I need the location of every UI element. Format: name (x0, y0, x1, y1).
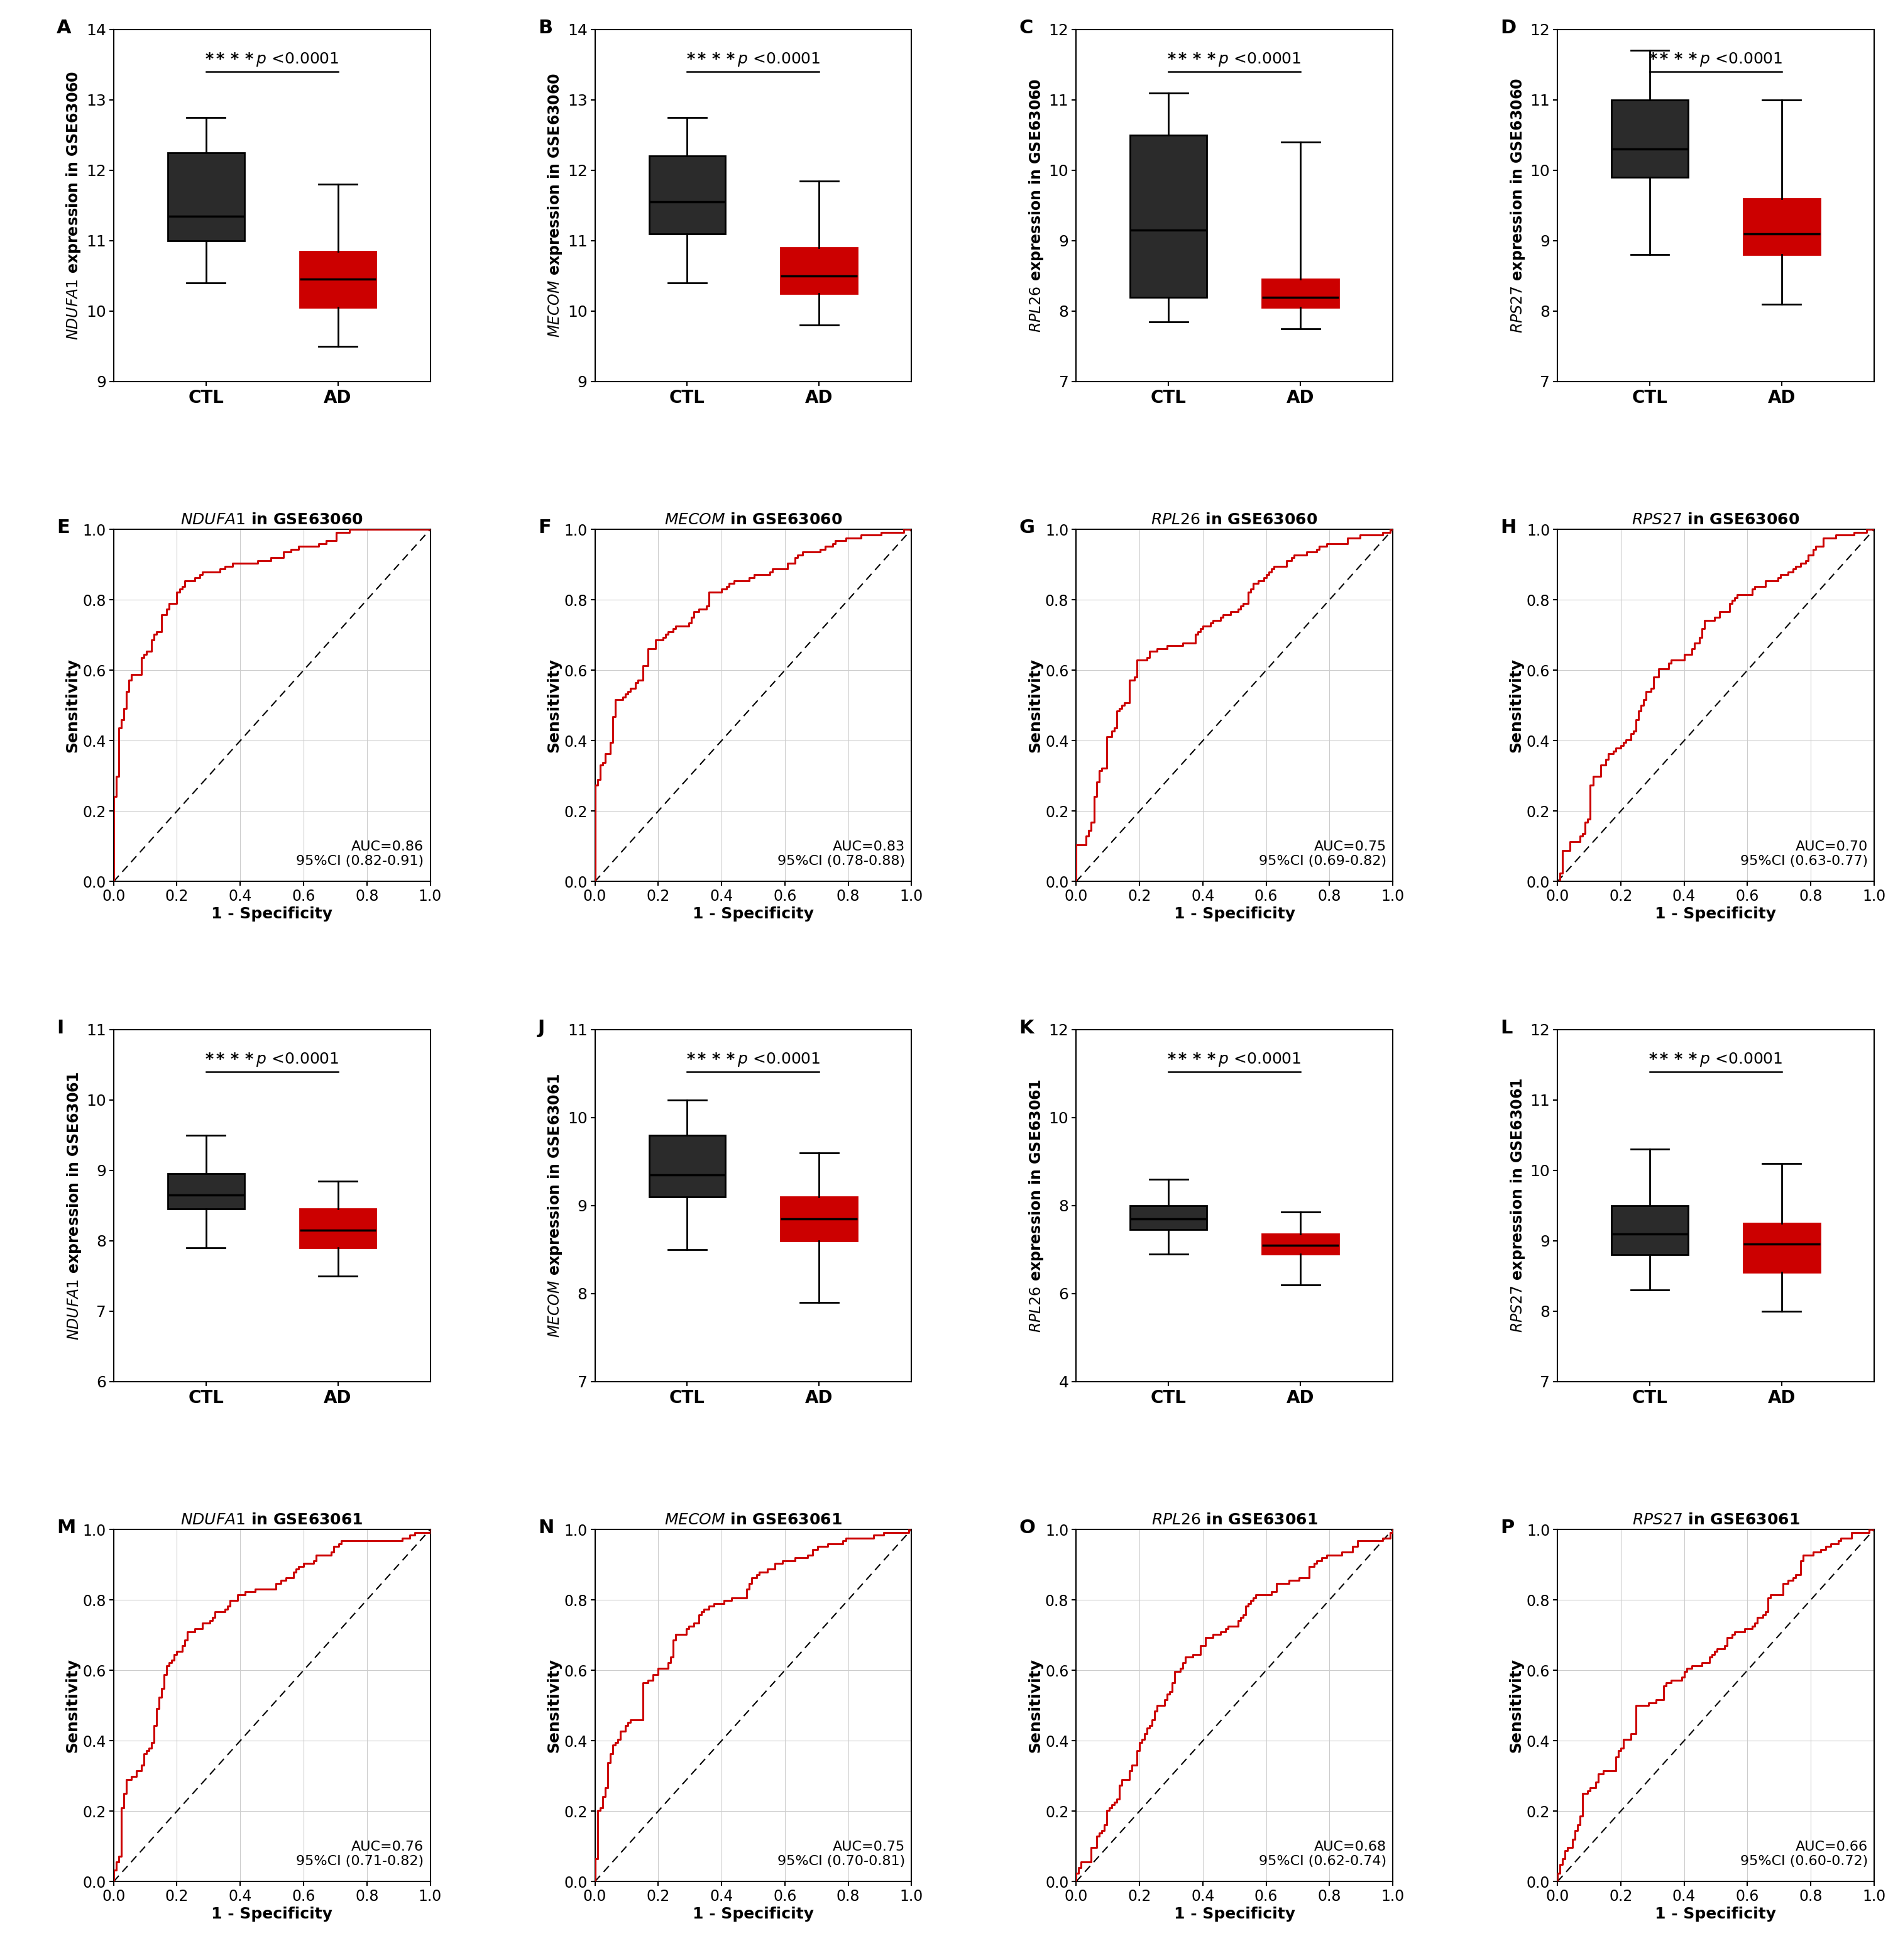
Text: E: E (57, 519, 70, 537)
X-axis label: 1 - Specificity: 1 - Specificity (693, 1907, 814, 1923)
X-axis label: 1 - Specificity: 1 - Specificity (1174, 1907, 1295, 1923)
Y-axis label: $\it{RPS27}$ expression in GSE63061: $\it{RPS27}$ expression in GSE63061 (1509, 1078, 1526, 1333)
Y-axis label: Sensitivity: Sensitivity (1509, 1658, 1524, 1752)
Text: $\mathbf{****}$$\it{p}$ <0.0001: $\mathbf{****}$$\it{p}$ <0.0001 (1168, 51, 1302, 69)
Title: $\it{NDUFA1}$ in GSE63061: $\it{NDUFA1}$ in GSE63061 (180, 1513, 363, 1527)
Text: L: L (1501, 1019, 1513, 1037)
PathPatch shape (1263, 280, 1338, 308)
Text: AUC=0.76
95%CI (0.71-0.82): AUC=0.76 95%CI (0.71-0.82) (295, 1840, 424, 1868)
Text: D: D (1501, 20, 1516, 37)
Y-axis label: $\it{NDUFA1}$ expression in GSE63060: $\it{NDUFA1}$ expression in GSE63060 (64, 71, 83, 341)
X-axis label: 1 - Specificity: 1 - Specificity (212, 1907, 333, 1923)
Text: $\mathbf{****}$$\it{p}$ <0.0001: $\mathbf{****}$$\it{p}$ <0.0001 (1649, 1051, 1783, 1068)
X-axis label: 1 - Specificity: 1 - Specificity (1654, 1907, 1776, 1923)
Y-axis label: $\it{MECOM}$ expression in GSE63060: $\it{MECOM}$ expression in GSE63060 (547, 73, 564, 337)
Title: $\it{MECOM}$ in GSE63060: $\it{MECOM}$ in GSE63060 (664, 512, 842, 527)
PathPatch shape (299, 1209, 377, 1249)
Text: G: G (1018, 519, 1035, 537)
PathPatch shape (168, 1174, 244, 1209)
Title: $\it{RPL26}$ in GSE63060: $\it{RPL26}$ in GSE63060 (1151, 512, 1318, 527)
Text: $\mathbf{****}$$\it{p}$ <0.0001: $\mathbf{****}$$\it{p}$ <0.0001 (685, 51, 820, 69)
Text: AUC=0.83
95%CI (0.78-0.88): AUC=0.83 95%CI (0.78-0.88) (778, 841, 905, 868)
PathPatch shape (782, 1198, 858, 1241)
PathPatch shape (299, 251, 377, 308)
Y-axis label: Sensitivity: Sensitivity (64, 659, 80, 753)
Y-axis label: $\it{RPS27}$ expression in GSE63060: $\it{RPS27}$ expression in GSE63060 (1509, 78, 1526, 333)
Text: $\mathbf{****}$$\it{p}$ <0.0001: $\mathbf{****}$$\it{p}$ <0.0001 (1168, 1051, 1302, 1068)
X-axis label: 1 - Specificity: 1 - Specificity (693, 907, 814, 921)
PathPatch shape (1130, 135, 1206, 298)
Text: A: A (57, 20, 72, 37)
Y-axis label: $\it{RPL26}$ expression in GSE63061: $\it{RPL26}$ expression in GSE63061 (1028, 1078, 1045, 1333)
Y-axis label: Sensitivity: Sensitivity (547, 1658, 560, 1752)
Y-axis label: Sensitivity: Sensitivity (64, 1658, 80, 1752)
Text: H: H (1501, 519, 1516, 537)
Text: AUC=0.86
95%CI (0.82-0.91): AUC=0.86 95%CI (0.82-0.91) (295, 841, 424, 868)
Text: B: B (538, 20, 553, 37)
Y-axis label: Sensitivity: Sensitivity (1509, 659, 1524, 753)
Title: $\it{RPS27}$ in GSE63061: $\it{RPS27}$ in GSE63061 (1632, 1513, 1800, 1527)
X-axis label: 1 - Specificity: 1 - Specificity (1174, 907, 1295, 921)
PathPatch shape (782, 247, 858, 294)
Text: M: M (57, 1519, 76, 1537)
Text: I: I (57, 1019, 64, 1037)
Title: $\it{MECOM}$ in GSE63061: $\it{MECOM}$ in GSE63061 (664, 1513, 842, 1527)
Text: AUC=0.66
95%CI (0.60-0.72): AUC=0.66 95%CI (0.60-0.72) (1740, 1840, 1868, 1868)
Text: P: P (1501, 1519, 1514, 1537)
PathPatch shape (1611, 1205, 1689, 1254)
Y-axis label: $\it{RPL26}$ expression in GSE63060: $\it{RPL26}$ expression in GSE63060 (1028, 78, 1045, 333)
Text: $\mathbf{****}$$\it{p}$ <0.0001: $\mathbf{****}$$\it{p}$ <0.0001 (204, 51, 339, 69)
Y-axis label: Sensitivity: Sensitivity (547, 659, 560, 753)
Text: O: O (1018, 1519, 1035, 1537)
Y-axis label: $\it{NDUFA1}$ expression in GSE63061: $\it{NDUFA1}$ expression in GSE63061 (64, 1070, 83, 1341)
Text: AUC=0.75
95%CI (0.69-0.82): AUC=0.75 95%CI (0.69-0.82) (1259, 841, 1386, 868)
PathPatch shape (1263, 1235, 1338, 1254)
Title: $\it{NDUFA1}$ in GSE63060: $\it{NDUFA1}$ in GSE63060 (180, 512, 363, 527)
Text: N: N (538, 1519, 555, 1537)
PathPatch shape (168, 153, 244, 241)
Text: $\mathbf{****}$$\it{p}$ <0.0001: $\mathbf{****}$$\it{p}$ <0.0001 (685, 1051, 820, 1068)
PathPatch shape (649, 1135, 725, 1198)
Text: J: J (538, 1019, 545, 1037)
Text: K: K (1018, 1019, 1034, 1037)
Y-axis label: $\it{MECOM}$ expression in GSE63061: $\it{MECOM}$ expression in GSE63061 (547, 1074, 564, 1337)
PathPatch shape (649, 157, 725, 233)
X-axis label: 1 - Specificity: 1 - Specificity (212, 907, 333, 921)
PathPatch shape (1743, 1223, 1819, 1272)
Text: C: C (1018, 20, 1034, 37)
X-axis label: 1 - Specificity: 1 - Specificity (1654, 907, 1776, 921)
Title: $\it{RPL26}$ in GSE63061: $\it{RPL26}$ in GSE63061 (1151, 1513, 1318, 1527)
PathPatch shape (1130, 1205, 1206, 1229)
PathPatch shape (1611, 100, 1689, 176)
Y-axis label: Sensitivity: Sensitivity (1028, 659, 1043, 753)
Text: AUC=0.68
95%CI (0.62-0.74): AUC=0.68 95%CI (0.62-0.74) (1259, 1840, 1386, 1868)
Text: AUC=0.70
95%CI (0.63-0.77): AUC=0.70 95%CI (0.63-0.77) (1740, 841, 1868, 868)
PathPatch shape (1743, 198, 1819, 255)
Text: AUC=0.75
95%CI (0.70-0.81): AUC=0.75 95%CI (0.70-0.81) (778, 1840, 905, 1868)
Title: $\it{RPS27}$ in GSE63060: $\it{RPS27}$ in GSE63060 (1632, 512, 1800, 527)
Text: $\mathbf{****}$$\it{p}$ <0.0001: $\mathbf{****}$$\it{p}$ <0.0001 (204, 1051, 339, 1068)
Text: $\mathbf{****}$$\it{p}$ <0.0001: $\mathbf{****}$$\it{p}$ <0.0001 (1649, 51, 1783, 69)
Text: F: F (538, 519, 551, 537)
Y-axis label: Sensitivity: Sensitivity (1028, 1658, 1043, 1752)
